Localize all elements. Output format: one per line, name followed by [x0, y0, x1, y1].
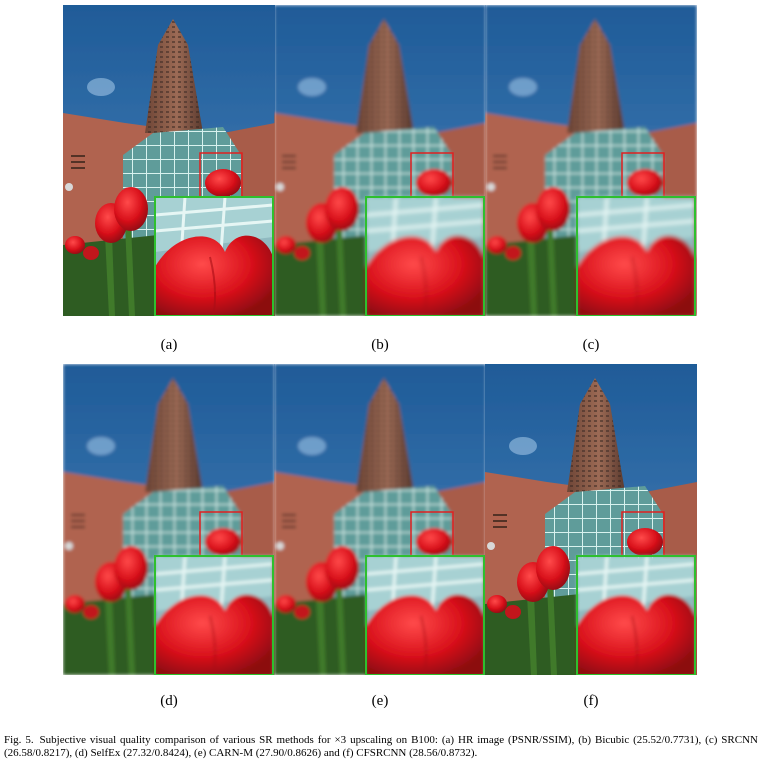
- panel-b-image: [274, 5, 486, 316]
- zoom-inset-border: [154, 196, 274, 316]
- panel-c-image: [485, 5, 697, 316]
- panel-a-label: (a): [160, 337, 178, 353]
- panel-a-image: [63, 5, 275, 316]
- panel-f-label: (f): [583, 693, 599, 709]
- panel-e-image: [274, 364, 486, 675]
- caption-text: Subjective visual quality comparison of …: [4, 734, 758, 759]
- panel-c-label: (c): [582, 337, 600, 353]
- figure-caption: Fig. 5. Subjective visual quality compar…: [4, 734, 758, 760]
- panel-d-label: (d): [160, 693, 178, 709]
- panel-b-label: (b): [371, 337, 389, 353]
- panel-f-image: [485, 364, 697, 675]
- panel-d-image: [63, 364, 275, 675]
- figure-number: Fig. 5.: [4, 734, 34, 746]
- panel-e-label: (e): [371, 693, 389, 709]
